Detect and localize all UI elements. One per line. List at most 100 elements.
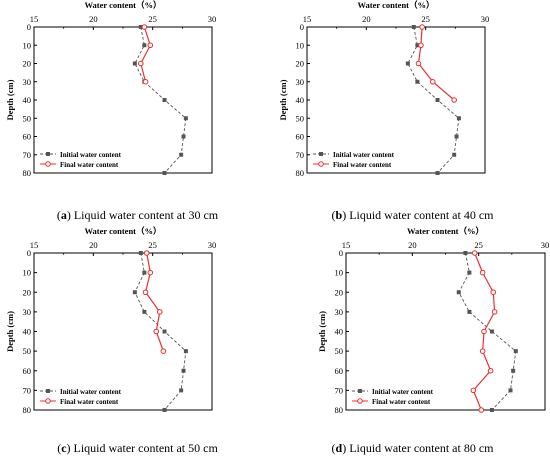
y-tick-label-b: 80 — [296, 168, 305, 178]
legend-marker-d — [357, 398, 363, 404]
x-tick-label-b: 20 — [362, 14, 371, 24]
x-axis-title-c: Water content（%） — [84, 226, 161, 236]
initial-series-point-b — [452, 152, 457, 157]
final-series-point-d — [478, 407, 485, 413]
legend-label-a: Final water content — [60, 161, 119, 169]
legend-label-d: Final water content — [372, 398, 431, 406]
chart-svg-a: Water content（%） 15 20 25 30 0 10 20 30 40 50 60 70 8… — [5, 0, 216, 178]
x-tick-label-d: 15 — [342, 240, 351, 250]
initial-series-point-d — [511, 368, 516, 373]
chart-panel-c: Water content（%） 15 20 25 30 0 10 20 30 40 50 60 70 8… — [0, 226, 275, 466]
y-tick-label-a: 40 — [23, 95, 32, 105]
legend-marker-a — [46, 152, 50, 156]
y-tick-label-b: 60 — [296, 132, 305, 142]
y-tick-label-b: 50 — [296, 113, 305, 123]
x-axis-title-d: Water content（%） — [407, 226, 484, 236]
initial-series-point-a — [132, 61, 137, 66]
legend-marker-c — [45, 398, 51, 404]
initial-series-point-d — [489, 408, 494, 412]
caption-letter-d: d — [335, 441, 343, 455]
y-axis-title-a: Depth (cm) — [5, 79, 15, 120]
y-tick-label-d: 20 — [335, 287, 344, 297]
x-tick-label-d: 25 — [474, 240, 483, 250]
final-series-line-a — [140, 26, 151, 82]
y-tick-label-a: 0 — [27, 22, 31, 32]
caption-d: (d) Liquid water content at 80 cm — [331, 441, 494, 455]
caption-c: (c) Liquid water content at 50 cm — [57, 441, 218, 455]
initial-series-point-b — [405, 61, 410, 66]
final-series-point-c — [160, 348, 167, 354]
initial-series-point-b — [435, 98, 440, 102]
legend-marker-d — [358, 389, 362, 393]
y-tick-label-d: 10 — [335, 268, 344, 278]
caption-a: (a) Liquid water content at 30 cm — [56, 208, 219, 222]
caption-text-d: Liquid water content at 80 cm — [349, 441, 494, 455]
y-tick-label-a: 80 — [23, 168, 32, 178]
y-tick-label-d: 80 — [335, 405, 344, 415]
x-tick-label-b: 15 — [303, 14, 312, 24]
initial-series-point-a — [183, 116, 188, 121]
final-series-point-d — [479, 269, 486, 276]
y-tick-label-c: 70 — [23, 385, 32, 395]
initial-series-line-a — [134, 26, 187, 174]
y-tick-label-c: 20 — [23, 287, 32, 297]
chart-svg-d: Water content（%） 15 20 25 30 0 10 20 30 40 50 60 70 8… — [317, 226, 550, 415]
x-axis-title-a: Water content（%） — [84, 0, 161, 10]
final-series-point-d — [470, 387, 477, 394]
y-tick-label-a: 70 — [23, 150, 32, 160]
legend-marker-b — [319, 152, 323, 156]
x-tick-label-c: 25 — [148, 240, 157, 250]
y-tick-label-d: 60 — [335, 366, 344, 376]
y-tick-label-b: 0 — [300, 22, 304, 32]
final-series-point-d — [491, 309, 498, 315]
x-tick-label-a: 25 — [148, 14, 157, 24]
final-series-line-c — [144, 252, 164, 352]
initial-series-point-c — [142, 270, 147, 275]
legend-marker-c — [46, 389, 50, 393]
y-tick-label-c: 80 — [23, 405, 32, 415]
y-axis-title-b: Depth (cm) — [278, 79, 288, 120]
initial-series-point-a — [138, 25, 143, 29]
final-series-point-a — [142, 78, 149, 85]
caption-text-a: Liquid water content at 30 cm — [73, 208, 219, 222]
y-tick-label-d: 40 — [335, 327, 344, 337]
y-tick-label-c: 50 — [23, 346, 32, 356]
final-series-point-b — [429, 78, 436, 85]
plot-frame-c — [33, 252, 213, 411]
initial-series-point-b — [411, 25, 416, 29]
y-tick-label-c: 30 — [23, 307, 32, 317]
final-series-line-b — [417, 26, 455, 101]
initial-series-point-b — [415, 43, 420, 48]
legend-marker-a — [45, 161, 51, 167]
y-tick-label-d: 70 — [335, 385, 344, 395]
initial-series-point-a — [162, 171, 167, 175]
y-tick-label-a: 10 — [23, 40, 32, 50]
initial-series-point-b — [454, 134, 459, 139]
final-series-point-c — [153, 328, 160, 335]
initial-series-point-c — [179, 388, 184, 393]
final-series-point-d — [479, 348, 486, 354]
x-tick-label-d: 30 — [541, 240, 550, 250]
initial-series-point-d — [463, 251, 468, 255]
initial-series-line-c — [134, 252, 187, 411]
y-tick-label-b: 30 — [296, 77, 305, 87]
x-axis-title-b: Water content（%） — [357, 0, 434, 10]
x-tick-label-a: 20 — [89, 14, 98, 24]
initial-series-point-d — [467, 270, 472, 275]
final-series-point-b — [451, 97, 457, 103]
initial-series-line-d — [458, 252, 517, 411]
initial-series-point-c — [142, 309, 147, 314]
final-series-point-c — [147, 269, 154, 276]
caption-letter-c: c — [61, 441, 67, 455]
x-tick-label-c: 20 — [89, 240, 98, 250]
initial-series-point-d — [513, 349, 518, 354]
final-series-point-a — [147, 42, 154, 49]
initial-series-point-d — [467, 309, 472, 314]
final-series-point-b — [419, 24, 425, 30]
caption-letter-b: b — [335, 208, 343, 222]
initial-series-point-d — [489, 329, 494, 334]
legend-label-d: Initial water content — [372, 388, 434, 396]
legend-marker-b — [318, 161, 324, 167]
initial-series-point-c — [162, 329, 167, 334]
initial-series-point-b — [456, 116, 461, 121]
